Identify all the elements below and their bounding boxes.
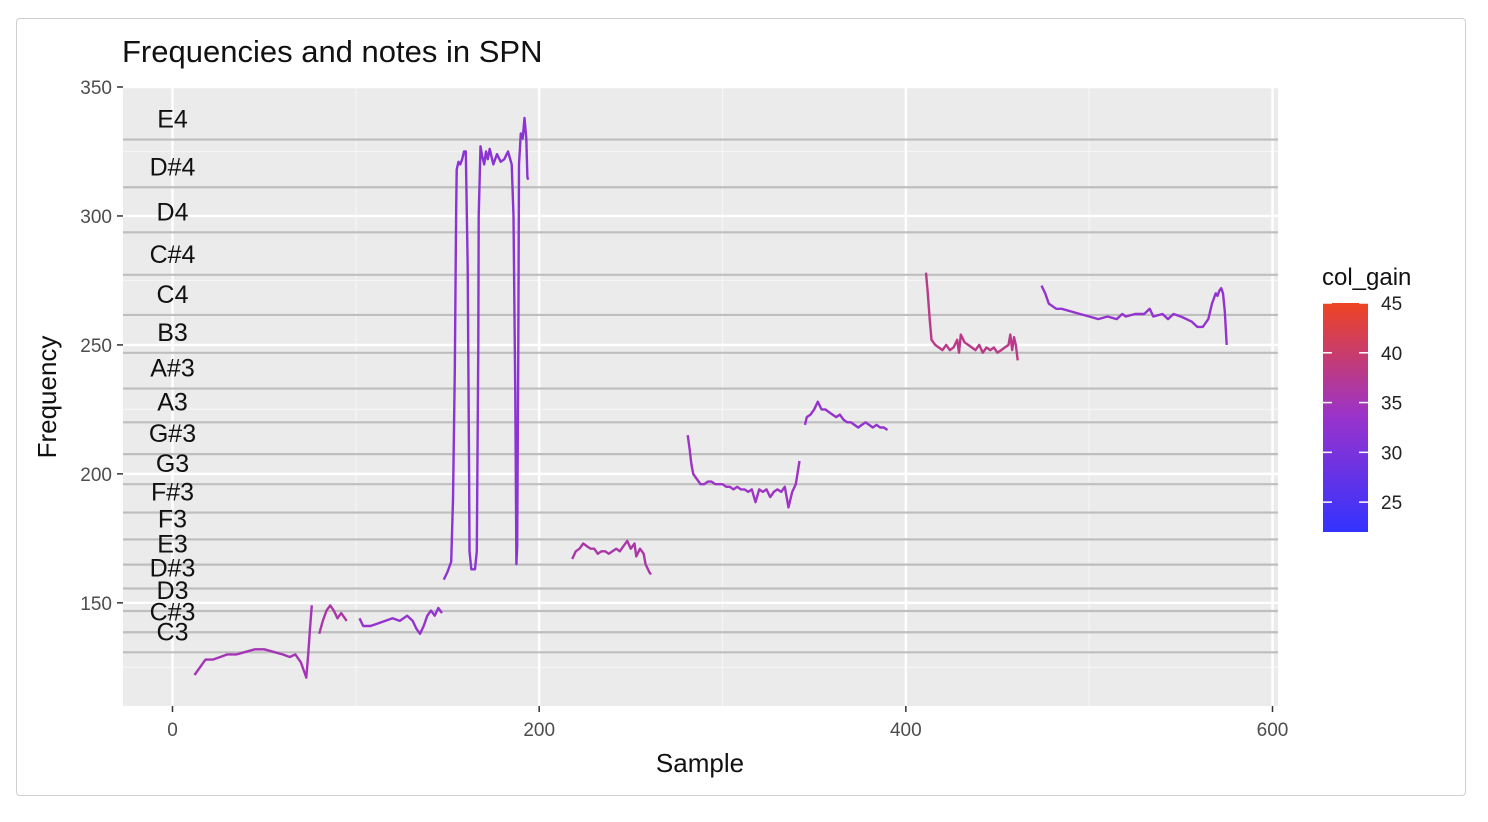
legend-colorbar <box>1323 303 1368 532</box>
legend-ticks: 25 30 35 40 45 <box>1323 294 1402 514</box>
y-tick-label: 150 <box>80 594 112 615</box>
frequency-series-line <box>924 272 1019 361</box>
x-axis: 0 200 400 600 <box>167 706 1288 741</box>
series-layer <box>193 116 1228 679</box>
note-label: E3 <box>157 531 188 559</box>
x-tick-label: 0 <box>167 720 178 741</box>
note-label: F3 <box>158 505 187 533</box>
note-label: C#4 <box>150 241 196 269</box>
legend-label: 35 <box>1381 394 1402 415</box>
y-tick-label: 300 <box>80 207 112 228</box>
x-tick-label: 400 <box>890 720 922 741</box>
x-tick-label: 600 <box>1257 720 1289 741</box>
y-tick-label: 350 <box>80 78 112 99</box>
note-label: G3 <box>156 450 189 478</box>
y-tick-label: 200 <box>80 465 112 486</box>
x-tick-label: 200 <box>523 720 555 741</box>
frequency-series-line <box>803 400 889 431</box>
plot-panel <box>123 87 1278 706</box>
y-axis: 150 200 250 300 350 <box>80 78 123 615</box>
frequency-series-line <box>193 605 313 679</box>
note-label: D4 <box>157 198 189 226</box>
note-label: C3 <box>157 618 189 646</box>
legend: col_gain 25 30 35 40 45 <box>1322 264 1411 532</box>
legend-label: 40 <box>1381 344 1402 365</box>
note-label: G#3 <box>149 420 196 448</box>
x-axis-title: Sample <box>656 748 744 778</box>
chart-title: Frequencies and notes in SPN <box>122 34 542 69</box>
note-label: D3 <box>157 577 189 605</box>
frequency-series-line <box>442 116 530 581</box>
note-label: A3 <box>157 388 188 416</box>
legend-title: col_gain <box>1322 264 1411 291</box>
legend-label: 30 <box>1381 443 1402 464</box>
note-label: E4 <box>157 106 188 134</box>
legend-label: 45 <box>1381 294 1402 315</box>
frequency-series-line <box>571 539 652 576</box>
frequency-series-line <box>358 606 443 635</box>
note-label: D#3 <box>150 554 196 582</box>
note-label: C4 <box>157 281 189 309</box>
note-label: D#4 <box>150 153 196 181</box>
major-grid <box>123 85 1278 706</box>
legend-label: 25 <box>1381 493 1402 514</box>
y-axis-title: Frequency <box>32 336 62 459</box>
frequency-series-line <box>1040 285 1228 345</box>
y-tick-label: 250 <box>80 336 112 357</box>
note-label: A#3 <box>150 355 194 383</box>
frequency-series-line <box>318 604 348 635</box>
note-label: B3 <box>157 319 188 347</box>
frequency-series-line <box>686 435 801 509</box>
note-label: C#3 <box>150 598 196 626</box>
note-label: F#3 <box>151 479 194 507</box>
